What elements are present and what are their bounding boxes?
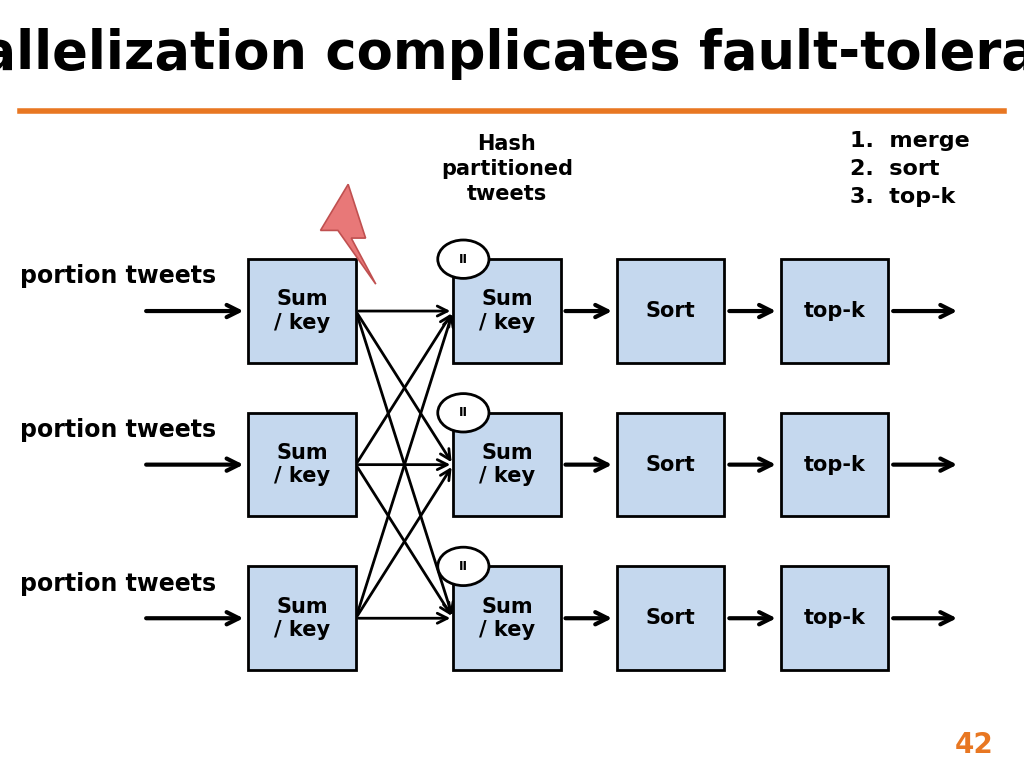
Text: Sum
/ key: Sum / key [479, 290, 535, 333]
FancyBboxPatch shape [780, 413, 888, 516]
Text: Parallelization complicates fault-tolerance: Parallelization complicates fault-tolera… [0, 28, 1024, 80]
Text: Sum
/ key: Sum / key [479, 443, 535, 486]
Text: Sum
/ key: Sum / key [274, 290, 330, 333]
FancyBboxPatch shape [616, 567, 725, 670]
Polygon shape [321, 184, 376, 284]
Text: Sort: Sort [646, 455, 695, 475]
Circle shape [438, 393, 489, 432]
FancyBboxPatch shape [248, 567, 356, 670]
FancyBboxPatch shape [780, 567, 888, 670]
FancyBboxPatch shape [453, 260, 561, 363]
Circle shape [438, 547, 489, 585]
Text: top-k: top-k [804, 455, 865, 475]
FancyBboxPatch shape [780, 260, 888, 363]
Text: Sum
/ key: Sum / key [274, 597, 330, 640]
Text: Sum
/ key: Sum / key [274, 443, 330, 486]
FancyBboxPatch shape [248, 413, 356, 516]
Text: top-k: top-k [804, 608, 865, 628]
Text: portion tweets: portion tweets [20, 418, 217, 442]
FancyBboxPatch shape [616, 413, 725, 516]
Text: II: II [459, 253, 468, 266]
Text: 1.  merge
2.  sort
3.  top-k: 1. merge 2. sort 3. top-k [850, 131, 970, 207]
Circle shape [438, 240, 489, 279]
Text: portion tweets: portion tweets [20, 264, 217, 289]
Text: top-k: top-k [804, 301, 865, 321]
Text: II: II [459, 560, 468, 573]
Text: Sort: Sort [646, 608, 695, 628]
Text: Sum
/ key: Sum / key [479, 597, 535, 640]
FancyBboxPatch shape [248, 260, 356, 363]
FancyBboxPatch shape [453, 567, 561, 670]
Text: II: II [459, 406, 468, 419]
Text: Hash
partitioned
tweets: Hash partitioned tweets [441, 134, 572, 204]
Text: 42: 42 [954, 731, 993, 759]
Text: Sort: Sort [646, 301, 695, 321]
FancyBboxPatch shape [616, 260, 725, 363]
Text: portion tweets: portion tweets [20, 571, 217, 596]
FancyBboxPatch shape [453, 413, 561, 516]
